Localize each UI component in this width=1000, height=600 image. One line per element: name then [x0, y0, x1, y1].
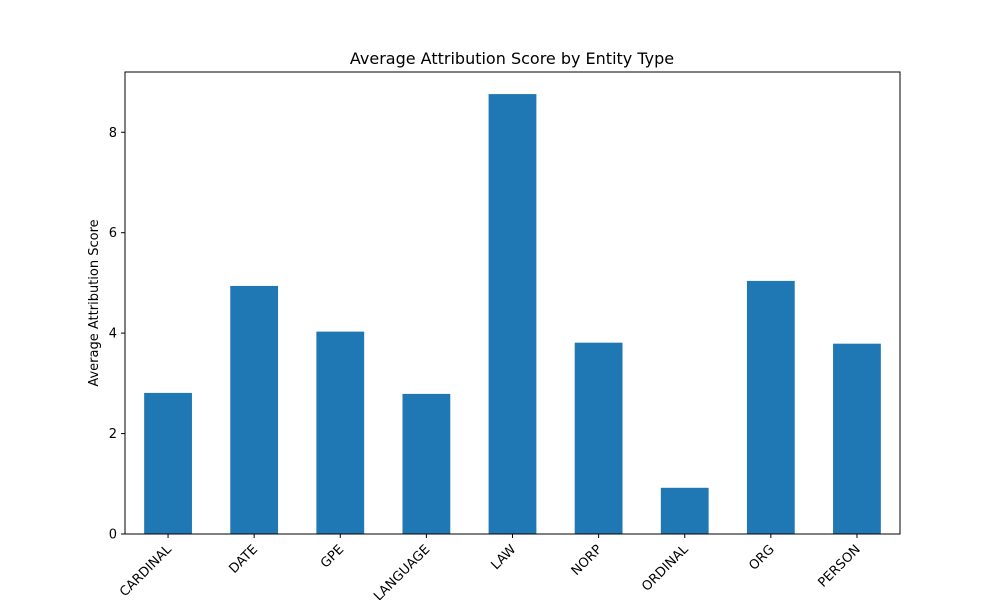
y-tick-label: 4 [109, 327, 117, 342]
bar-cardinal [144, 392, 192, 534]
x-tick-label-norp: NORP [569, 542, 606, 579]
bar-law [488, 94, 537, 534]
x-tick-label-language: LANGUAGE [371, 542, 433, 600]
x-tick-label-date: DATE [226, 542, 261, 577]
y-tick-label: 6 [109, 226, 117, 241]
y-tick-label: 8 [109, 126, 117, 141]
x-axis: CARDINAL DATE GPE LANGUAGE LAW NORP ORDINAL ORG… [117, 534, 864, 600]
x-tick-label-cardinal: CARDINAL [117, 542, 175, 600]
y-axis-label: Average Attribution Score [87, 219, 102, 386]
bar-person [833, 343, 881, 534]
y-tick-label: 0 [109, 528, 117, 543]
bar-norp [574, 342, 623, 534]
bar-org [746, 280, 795, 534]
bar-language [402, 393, 451, 534]
x-tick-label-org: ORG [746, 542, 777, 573]
chart-title: Average Attribution Score by Entity Type [350, 49, 674, 68]
bar-gpe [316, 331, 365, 534]
bar-date [230, 285, 279, 534]
bar-ordinal [660, 487, 709, 534]
x-tick-label-ordinal: ORDINAL [639, 542, 692, 595]
y-axis: 0 2 4 6 8 [109, 126, 125, 543]
x-tick-label-person: PERSON [815, 542, 863, 590]
y-tick-label: 2 [109, 427, 117, 442]
x-tick-label-law: LAW [489, 542, 520, 573]
bars-group [144, 94, 881, 534]
x-tick-label-gpe: GPE [318, 542, 347, 571]
